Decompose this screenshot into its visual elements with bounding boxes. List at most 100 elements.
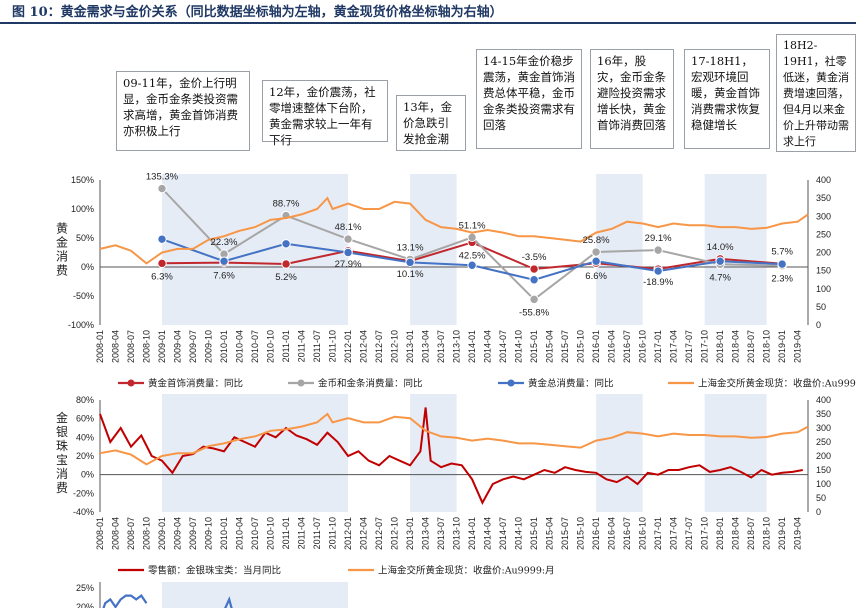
- data-label-8: 13.1%: [397, 242, 424, 253]
- x-tick-label-1-22: 2013-07: [436, 517, 446, 550]
- y-tick-label-0-5: -100%: [68, 320, 94, 330]
- x-tick-label-0-0: 2008-01: [95, 330, 105, 363]
- x-tick-label-1-13: 2011-04: [297, 517, 307, 549]
- x-tick-label-1-16: 2012-01: [343, 517, 353, 550]
- x-tick-label-1-14: 2011-07: [312, 517, 322, 549]
- callout-2017-2018h1: 17-18H1，宏观环境回暖，黄金首饰消费需求恢复稳健增长: [684, 49, 770, 149]
- x-tick-label-0-16: 2012-01: [343, 330, 353, 363]
- y2-tick-label-1-5: 150: [816, 465, 831, 475]
- data-label-2: 22.3%: [211, 237, 238, 248]
- shaded-span-1-1: [410, 394, 457, 512]
- x-tick-label-0-1: 2008-04: [111, 330, 121, 363]
- x-tick-label-0-38: 2017-07: [684, 330, 694, 363]
- y2-tick-label-0-2: 300: [816, 211, 831, 221]
- y2-tick-label-0-6: 100: [816, 284, 831, 294]
- series-point-2-4: [405, 257, 415, 268]
- series-line-0-3: [99, 196, 809, 265]
- data-label-6: 48.1%: [335, 222, 362, 233]
- data-label-16: 29.1%: [645, 233, 672, 244]
- x-tick-label-1-41: 2018-04: [731, 517, 741, 550]
- x-tick-label-0-33: 2016-04: [607, 330, 617, 363]
- x-tick-label-1-0: 2008-01: [95, 517, 105, 550]
- x-tick-label-0-23: 2013-10: [452, 330, 462, 363]
- y-tick-label-1-6: -40%: [73, 507, 94, 517]
- legend-label-0-3: 上海金交所黄金现货：收盘价:Au9999:月: [698, 378, 856, 390]
- y-tick-label-0-0: 150%: [71, 175, 94, 185]
- x-tick-label-0-26: 2014-07: [498, 330, 508, 363]
- series-point-1-6: [529, 294, 539, 305]
- data-label-1: 6.3%: [151, 271, 173, 282]
- y-tick-label-1-1: 60%: [76, 414, 94, 424]
- x-tick-label-1-4: 2009-01: [157, 517, 167, 550]
- series-point-2-1: [219, 256, 229, 266]
- x-tick-label-0-15: 2011-10: [328, 330, 338, 362]
- y-tick-label-0-1: 100%: [71, 204, 94, 214]
- axes: 150% 100% 50% 0% -50% -100% 400 350 300 250 200 150…: [56, 175, 831, 608]
- y2-tick-label-1-8: 0: [816, 507, 821, 517]
- x-tick-label-1-17: 2012-04: [359, 517, 369, 550]
- data-label-18: 4.7%: [709, 272, 731, 283]
- y2-tick-label-0-0: 400: [816, 175, 831, 185]
- x-tick-label-0-9: 2010-04: [235, 330, 245, 363]
- x-tick-label-0-19: 2012-10: [390, 330, 400, 363]
- y-tick-label-0-3: 0%: [81, 262, 94, 272]
- x-tick-label-0-24: 2014-01: [467, 330, 477, 363]
- x-tick-label-1-37: 2017-04: [669, 517, 679, 550]
- x-tick-label-0-31: 2015-10: [576, 330, 586, 363]
- x-tick-label-1-27: 2014-10: [514, 517, 524, 550]
- x-tick-label-0-27: 2014-10: [514, 330, 524, 363]
- x-tick-label-1-39: 2017-10: [700, 517, 710, 550]
- series-point-1-7: [591, 247, 601, 257]
- x-tick-label-0-2: 2008-07: [126, 330, 136, 363]
- x-tick-label-1-8: 2010-01: [219, 517, 229, 550]
- data-label-15: 6.6%: [585, 271, 607, 282]
- x-tick-label-0-10: 2010-07: [250, 330, 260, 363]
- data-label-11: 42.5%: [459, 250, 486, 261]
- x-tick-label-1-31: 2015-10: [576, 517, 586, 550]
- figure-title: 图 10：黄金需求与金价关系（同比数据坐标轴为左轴，黄金现货价格坐标轴为右轴）: [12, 5, 503, 20]
- y2-tick-label-1-1: 350: [816, 409, 831, 419]
- x-tick-label-1-24: 2014-01: [467, 517, 477, 550]
- p3-y-tick-label-0: 25%: [76, 583, 94, 593]
- callout-2016: 16年，股灾，金币金条避险投资需求增长快，黄金首饰消费回落: [590, 49, 674, 149]
- y2-tick-label-1-4: 200: [816, 451, 831, 461]
- x-tick-label-1-40: 2018-01: [715, 517, 725, 550]
- y2-tick-label-0-5: 150: [816, 266, 831, 276]
- series-point-1-3: [343, 234, 353, 244]
- x-tick-label-1-28: 2015-01: [529, 517, 539, 550]
- series-point-1-5: [467, 232, 477, 243]
- shaded-span-1-2: [596, 394, 643, 512]
- x-tick-label-1-33: 2016-04: [607, 517, 617, 550]
- x-tick-label-1-34: 2016-07: [622, 517, 632, 550]
- x-tick-label-0-32: 2016-01: [591, 330, 601, 363]
- data-label-19: 14.0%: [707, 242, 734, 253]
- x-tick-label-0-7: 2009-10: [204, 330, 214, 363]
- data-label-21: 5.7%: [771, 247, 793, 258]
- x-tick-label-0-29: 2015-04: [545, 330, 555, 363]
- x-tick-label-1-21: 2013-04: [421, 517, 431, 550]
- y-axis-title-1: 金银珠宝消费: [56, 410, 68, 495]
- series-point-2-3: [343, 247, 353, 258]
- x-tick-label-1-25: 2014-04: [483, 517, 493, 550]
- x-tick-label-1-3: 2008-10: [142, 517, 152, 550]
- series-line-1-1: [99, 412, 809, 466]
- x-tick-label-0-17: 2012-04: [359, 330, 369, 363]
- legends: 黄金首饰消费量：同比 金币和金条消费量：同比 黄金总消费量：同比 上海金交所黄金现货：…: [118, 378, 856, 577]
- data-labels: 135.3% 6.3% 22.3% 7.6% 88.7% 5.2% 48.1% 27.9% 13…: [146, 172, 794, 319]
- legend-label-0-1: 金币和金条消费量：同比: [318, 378, 423, 390]
- series-point-2-10: [777, 259, 787, 269]
- y-tick-label-1-3: 20%: [76, 451, 94, 461]
- legend-label-1-1: 上海金交所黄金现货：收盘价:Au9999:月: [378, 565, 555, 577]
- legend-marker-0-2: [507, 379, 515, 387]
- x-tick-label-1-20: 2013-01: [405, 517, 415, 550]
- x-tick-label-0-20: 2013-01: [405, 330, 415, 363]
- title-rule: [0, 22, 856, 24]
- data-label-3: 7.6%: [213, 271, 235, 282]
- callout-2012: 12年，金价震荡，社零增速整体下台阶，黄金需求较上一年有下行: [262, 80, 388, 147]
- callout-2018h2-2019h1: 18H2-19H1，社零低迷，黄金消费增速回落，但4月以来金价上升带动需求上行: [776, 34, 856, 152]
- x-tick-label-0-30: 2015-07: [560, 330, 570, 363]
- x-tick-label-1-23: 2013-10: [452, 517, 462, 550]
- series-point-2-5: [467, 260, 477, 270]
- x-tick-label-1-1: 2008-04: [111, 517, 121, 550]
